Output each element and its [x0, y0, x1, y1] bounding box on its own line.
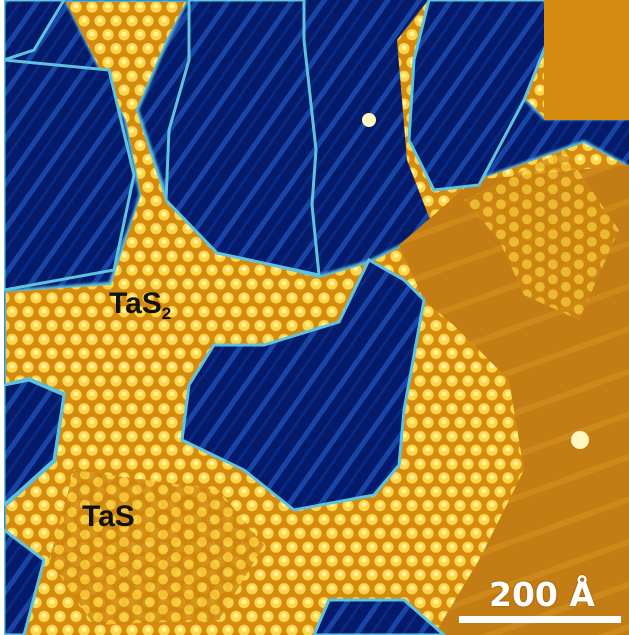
substrate-pits — [4, 0, 629, 635]
substrate-pit-lower-left — [4, 378, 66, 508]
scale-bar-label: 200 Å — [489, 575, 595, 614]
tas-domain-right — [464, 150, 619, 320]
bright-adatom — [571, 431, 589, 449]
substrate-pit-top — [164, 0, 321, 277]
substrate-pit-bottom — [312, 598, 447, 635]
substrate-pit-corner — [4, 0, 66, 62]
substrate-pit-bottom-left — [4, 528, 46, 635]
substrate-pit-left — [4, 58, 136, 292]
tas-label: TaS — [82, 500, 135, 533]
island-corner-fill — [544, 0, 629, 120]
substrate-pit-center — [180, 257, 426, 512]
tas2-label: TaS2 — [109, 287, 172, 323]
bright-adatom-top — [362, 113, 376, 127]
stm-micrograph — [4, 0, 629, 635]
scale-bar-line — [459, 616, 621, 623]
tas-domain-left — [49, 470, 264, 625]
